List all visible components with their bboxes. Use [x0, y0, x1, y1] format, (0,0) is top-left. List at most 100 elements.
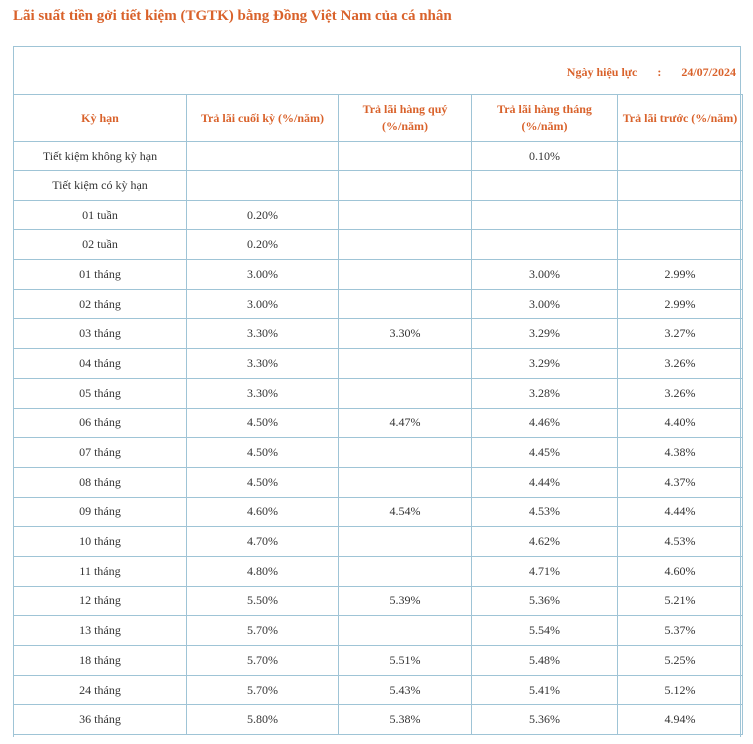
cell-term: 18 tháng	[13, 645, 187, 676]
cell-quarterly: 5.38%	[338, 704, 472, 736]
table-row: 18 tháng 5.70% 5.51% 5.48% 5.25%	[13, 645, 743, 676]
table-row: 01 tháng 3.00% 3.00% 2.99%	[13, 259, 743, 290]
cell-end-of-term: 4.50%	[186, 466, 339, 498]
cell-quarterly	[338, 615, 472, 646]
effective-date-separator: :	[657, 65, 662, 79]
cell-quarterly: 5.43%	[338, 674, 472, 706]
table-row: 36 tháng 5.80% 5.38% 5.36% 4.94%	[13, 704, 743, 736]
cell-quarterly	[338, 141, 472, 171]
table-row: Tiết kiệm không kỳ hạn 0.10%	[13, 141, 743, 171]
cell-upfront: 2.99%	[617, 288, 743, 320]
cell-end-of-term: 4.50%	[186, 407, 339, 439]
cell-quarterly: 5.51%	[338, 645, 472, 676]
cell-monthly: 5.48%	[471, 645, 618, 676]
cell-monthly: 0.10%	[471, 141, 618, 171]
cell-term: 13 tháng	[13, 615, 187, 646]
cell-term: Tiết kiệm không kỳ hạn	[13, 141, 187, 171]
table-row: 09 tháng 4.60% 4.54% 4.53% 4.44%	[13, 496, 743, 528]
effective-date-label: Ngày hiệu lực	[566, 65, 638, 79]
cell-term: 02 tháng	[13, 288, 187, 320]
cell-term: 06 tháng	[13, 407, 187, 439]
table-row: 13 tháng 5.70% 5.54% 5.37%	[13, 615, 743, 646]
table-row: 24 tháng 5.70% 5.43% 5.41% 5.12%	[13, 674, 743, 706]
effective-date: Ngày hiệu lực : 24/07/2024	[567, 65, 736, 80]
cell-end-of-term: 4.80%	[186, 555, 339, 587]
cell-monthly: 3.29%	[471, 348, 618, 379]
cell-end-of-term: 4.50%	[186, 437, 339, 468]
cell-upfront	[617, 199, 743, 231]
cell-term: 01 tuần	[13, 199, 187, 231]
cell-end-of-term: 5.80%	[186, 704, 339, 736]
cell-end-of-term: 5.50%	[186, 585, 339, 617]
cell-upfront: 4.94%	[617, 704, 743, 736]
cell-end-of-term: 3.00%	[186, 259, 339, 290]
cell-monthly: 5.36%	[471, 704, 618, 736]
page-title: Lãi suất tiền gởi tiết kiệm (TGTK) bằng …	[13, 8, 452, 24]
cell-term: 12 tháng	[13, 585, 187, 617]
cell-upfront	[617, 170, 743, 201]
cell-quarterly: 5.39%	[338, 585, 472, 617]
cell-upfront: 2.99%	[617, 259, 743, 290]
cell-monthly: 4.62%	[471, 526, 618, 557]
cell-quarterly	[338, 526, 472, 557]
cell-monthly: 5.36%	[471, 585, 618, 617]
cell-monthly: 4.45%	[471, 437, 618, 468]
header-term: Kỳ hạn	[13, 94, 187, 142]
cell-term: Tiết kiệm có kỳ hạn	[13, 170, 187, 201]
cell-end-of-term: 0.20%	[186, 229, 339, 261]
cell-end-of-term: 5.70%	[186, 674, 339, 706]
cell-end-of-term	[186, 170, 339, 201]
cell-term: 01 tháng	[13, 259, 187, 290]
header-upfront: Trả lãi trước (%/năm)	[617, 94, 743, 142]
table-row: 06 tháng 4.50% 4.47% 4.46% 4.40%	[13, 407, 743, 439]
cell-end-of-term	[186, 141, 339, 171]
cell-term: 11 tháng	[13, 555, 187, 587]
header-quarterly: Trả lãi hàng quý (%/năm)	[338, 94, 472, 142]
table-row: 08 tháng 4.50% 4.44% 4.37%	[13, 466, 743, 498]
cell-end-of-term: 0.20%	[186, 199, 339, 231]
table-row: 10 tháng 4.70% 4.62% 4.53%	[13, 526, 743, 557]
cell-monthly: 4.71%	[471, 555, 618, 587]
cell-upfront	[617, 141, 743, 171]
cell-upfront: 4.53%	[617, 526, 743, 557]
cell-monthly: 3.29%	[471, 318, 618, 350]
cell-end-of-term: 4.60%	[186, 496, 339, 528]
cell-upfront	[617, 229, 743, 261]
cell-term: 05 tháng	[13, 377, 187, 409]
cell-quarterly: 3.30%	[338, 318, 472, 350]
cell-quarterly	[338, 377, 472, 409]
cell-monthly: 4.53%	[471, 496, 618, 528]
rate-table-frame: Ngày hiệu lực : 24/07/2024 Kỳ hạn Trả lã…	[13, 46, 743, 737]
cell-end-of-term: 3.00%	[186, 288, 339, 320]
table-row: 02 tháng 3.00% 3.00% 2.99%	[13, 288, 743, 320]
cell-monthly: 5.54%	[471, 615, 618, 646]
table-row: 11 tháng 4.80% 4.71% 4.60%	[13, 555, 743, 587]
cell-end-of-term: 3.30%	[186, 377, 339, 409]
cell-upfront: 5.25%	[617, 645, 743, 676]
table-row: 12 tháng 5.50% 5.39% 5.36% 5.21%	[13, 585, 743, 617]
cell-term: 10 tháng	[13, 526, 187, 557]
cell-monthly: 5.41%	[471, 674, 618, 706]
table-row: 07 tháng 4.50% 4.45% 4.38%	[13, 437, 743, 468]
cell-end-of-term: 5.70%	[186, 615, 339, 646]
cell-quarterly	[338, 288, 472, 320]
cell-quarterly	[338, 229, 472, 261]
cell-term: 07 tháng	[13, 437, 187, 468]
cell-quarterly	[338, 170, 472, 201]
cell-monthly: 3.00%	[471, 259, 618, 290]
effective-date-row: Ngày hiệu lực : 24/07/2024	[14, 47, 740, 95]
cell-upfront: 3.26%	[617, 377, 743, 409]
table-row: 01 tuần 0.20%	[13, 199, 743, 231]
cell-quarterly	[338, 199, 472, 231]
cell-term: 08 tháng	[13, 466, 187, 498]
cell-end-of-term: 5.70%	[186, 645, 339, 676]
cell-quarterly	[338, 555, 472, 587]
cell-monthly	[471, 229, 618, 261]
cell-monthly	[471, 170, 618, 201]
cell-term: 24 tháng	[13, 674, 187, 706]
cell-term: 04 tháng	[13, 348, 187, 379]
header-end-of-term: Trả lãi cuối kỳ (%/năm)	[186, 94, 339, 142]
cell-upfront: 5.21%	[617, 585, 743, 617]
table-row: 04 tháng 3.30% 3.29% 3.26%	[13, 348, 743, 379]
cell-upfront: 4.40%	[617, 407, 743, 439]
